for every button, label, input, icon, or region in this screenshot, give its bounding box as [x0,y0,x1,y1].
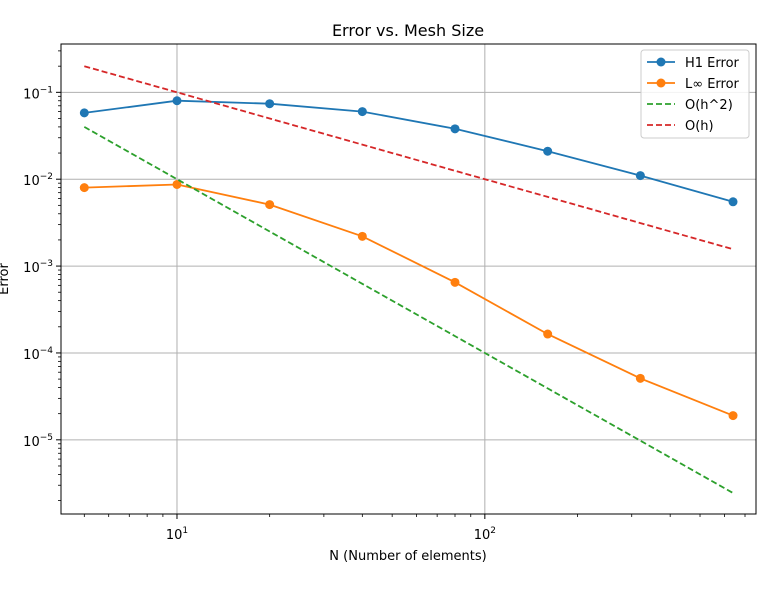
series-line-0 [84,99,734,203]
x-tick-label: 102 [474,526,496,543]
data-point [635,373,645,383]
data-point [728,197,738,207]
data-point [79,108,89,118]
data-point [357,231,367,241]
data-point [635,171,645,181]
legend-label-3: O(h) [685,119,714,134]
data-point [450,124,460,134]
tick-layer: 101 102 10−5 10−4 10−3 10−2 10−1 [23,50,746,543]
legend-label-2: O(h^2) [685,98,733,113]
y-tick-label: 10−1 [23,85,53,102]
legend-marker-0 [656,57,666,67]
legend: H1 Error L∞ Error O(h^2) O(h) [640,49,750,139]
data-point [265,200,275,210]
data-point [728,411,738,421]
data-point [172,179,182,189]
data-point [265,99,275,109]
plot-frame [60,43,757,515]
y-tick-label: 10−5 [23,433,53,450]
y-tick-label: 10−2 [23,172,53,189]
data-point [357,107,367,117]
series-line-3 [84,65,734,251]
data-point [172,96,182,106]
legend-label-0: H1 Error [685,56,740,71]
x-axis-label: N (Number of elements) [329,549,486,564]
legend-marker-1 [656,78,666,88]
data-point [543,146,553,156]
chart-title: Error vs. Mesh Size [332,21,484,40]
data-point [543,329,553,339]
data-point [79,183,89,193]
legend-box [640,49,750,139]
series-line-1 [84,183,734,417]
legend-label-1: L∞ Error [685,77,740,92]
data-point [450,277,460,287]
y-tick-label: 10−4 [23,346,53,363]
series-layer [79,65,738,494]
y-axis-label: Error [0,263,12,295]
y-tick-label: 10−3 [23,259,53,276]
x-tick-label: 101 [166,526,188,543]
series-line-2 [83,126,734,494]
